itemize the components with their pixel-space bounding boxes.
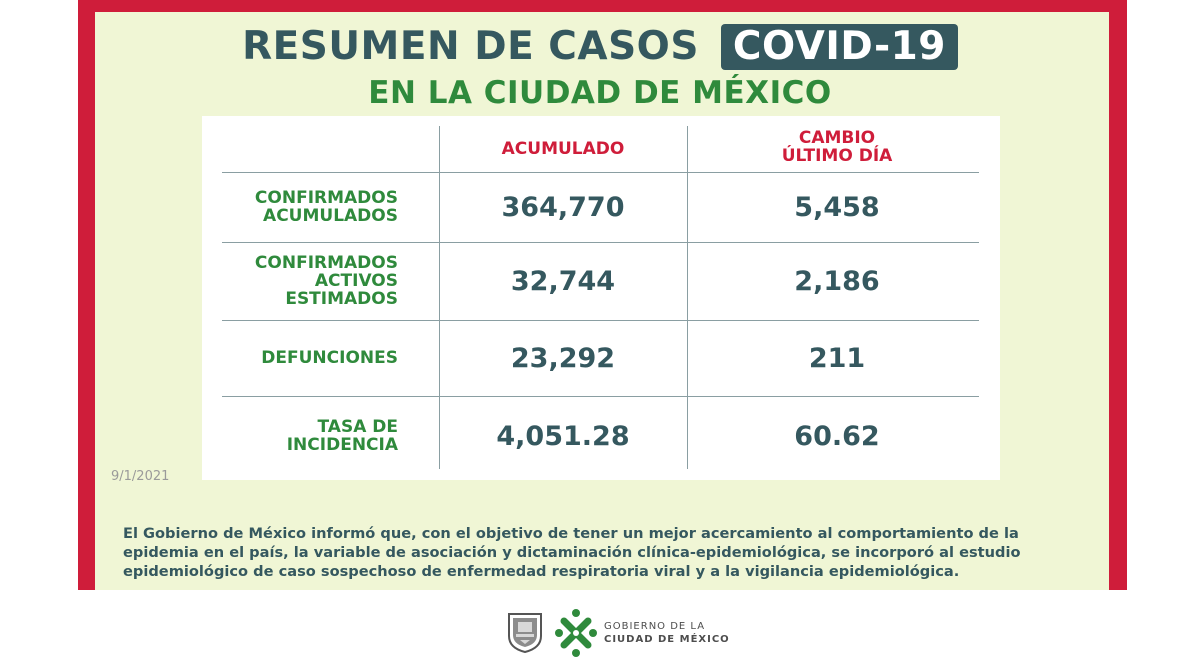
report-date: 9/1/2021 <box>111 469 170 484</box>
column-separator <box>687 126 688 469</box>
row-separator <box>222 172 979 173</box>
cases-table: ACUMULADO CAMBIO ÚLTIMO DÍA CONFIRMADOS … <box>202 116 1000 480</box>
value-cambio: 2,186 <box>794 265 880 297</box>
disclaimer-note: El Gobierno de México informó que, con e… <box>123 525 1021 580</box>
value-cambio: 5,458 <box>794 191 880 223</box>
footer: GOBIERNO DE LA CIUDAD DE MÉXICO <box>0 606 1200 662</box>
gov-name-line1: GOBIERNO DE LA <box>604 621 706 632</box>
header-acumulado: ACUMULADO <box>501 139 625 159</box>
column-separator <box>439 126 440 469</box>
row-label-confirmados-acumulados: CONFIRMADOS ACUMULADOS <box>254 188 398 226</box>
coat-of-arms-icon <box>506 610 544 654</box>
row-label-confirmados-activos: CONFIRMADOS ACTIVOS ESTIMADOS <box>254 253 398 309</box>
gov-name-line2: CIUDAD DE MÉXICO <box>604 634 730 645</box>
page-subtitle: EN LA CIUDAD DE MÉXICO <box>368 75 832 111</box>
covid-badge: COVID-19 <box>720 24 958 70</box>
row-separator <box>222 242 979 243</box>
header-cambio-line1: CAMBIO <box>798 128 876 148</box>
header-cambio: CAMBIO ÚLTIMO DÍA <box>687 122 987 172</box>
value-cambio: 211 <box>808 342 866 374</box>
value-acumulado: 4,051.28 <box>496 420 630 452</box>
value-acumulado: 23,292 <box>510 342 616 374</box>
value-cambio: 60.62 <box>794 420 880 452</box>
value-acumulado: 32,744 <box>510 265 616 297</box>
value-acumulado: 364,770 <box>501 191 625 223</box>
row-label-tasa-incidencia: TASA DE INCIDENCIA <box>286 417 398 455</box>
header-cambio-line2: ÚLTIMO DÍA <box>781 146 893 166</box>
row-label-defunciones: DEFUNCIONES <box>261 348 398 368</box>
government-name: GOBIERNO DE LA CIUDAD DE MÉXICO <box>604 620 730 646</box>
title-text: RESUMEN DE CASOS <box>242 24 699 69</box>
row-separator <box>222 396 979 397</box>
page-title: RESUMEN DE CASOS COVID-19 <box>0 24 1200 70</box>
cdmx-logo-icon <box>555 608 597 658</box>
row-separator <box>222 320 979 321</box>
